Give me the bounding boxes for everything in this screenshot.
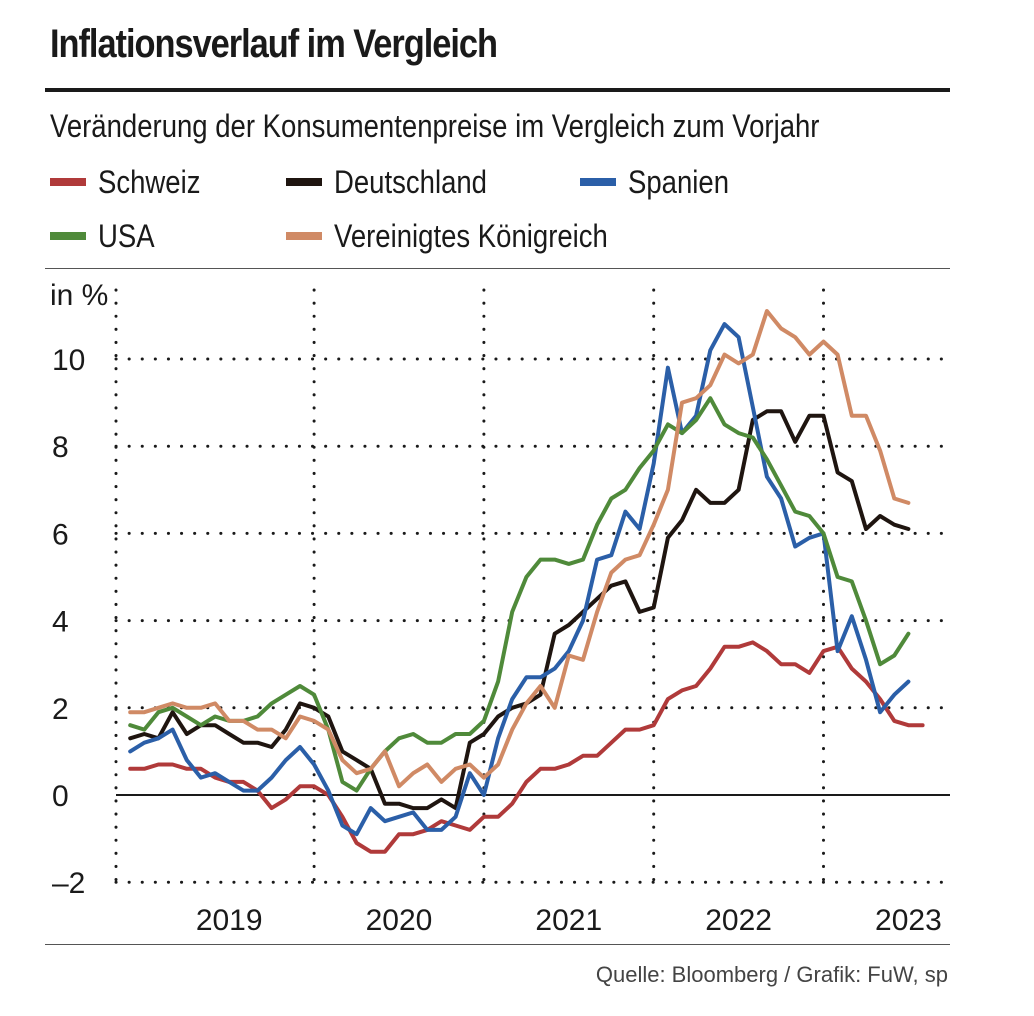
y-tick-label: 4 <box>52 606 69 639</box>
x-tick-label: 2019 <box>196 904 263 937</box>
legend-label-schweiz: Schweiz <box>98 163 201 200</box>
legend-swatch-vereinigtes-koenigreich <box>286 232 322 240</box>
x-tick-label: 2021 <box>535 904 602 937</box>
x-tick-label: 2022 <box>705 904 772 937</box>
legend-item-vereinigtes-koenigreich: Vereinigtes Königreich <box>286 216 652 256</box>
legend-swatch-deutschland <box>286 178 322 186</box>
legend-label-usa: USA <box>98 217 155 254</box>
label-layer: in % –2 0 2 4 6 8 10 2019 2020 2021 2022 2023 <box>50 279 942 937</box>
y-tick-label: 10 <box>52 344 85 377</box>
chart-title: Inflationsverlauf im Vergleich <box>50 22 498 66</box>
y-tick-label: 8 <box>52 431 69 464</box>
legend-swatch-usa <box>50 232 86 240</box>
legend-rule <box>45 268 950 269</box>
bottom-rule <box>45 944 950 945</box>
legend-label-vereinigtes-koenigreich: Vereinigtes Königreich <box>334 217 608 254</box>
chart-subtitle: Veränderung der Konsumentenpreise im Ver… <box>50 108 820 144</box>
y-tick-label: 6 <box>52 518 69 551</box>
legend-item-usa: USA <box>50 216 164 256</box>
y-tick-label: –2 <box>52 867 85 900</box>
legend-swatch-spanien <box>580 178 616 186</box>
series-line-schweiz <box>128 640 925 854</box>
legend-swatch-schweiz <box>50 178 86 186</box>
series-line-spanien <box>128 322 911 837</box>
y-axis-label: in % <box>50 279 108 312</box>
title-rule <box>45 88 950 92</box>
y-tick-label: 0 <box>52 780 69 813</box>
legend-item-deutschland: Deutschland <box>286 162 512 202</box>
y-tick-label: 2 <box>52 693 69 726</box>
legend-label-spanien: Spanien <box>628 163 729 200</box>
legend-item-spanien: Spanien <box>580 162 745 202</box>
grid-layer <box>114 288 952 886</box>
x-tick-label: 2020 <box>366 904 433 937</box>
series-layer <box>128 309 925 854</box>
series-line-deutschland <box>128 409 911 811</box>
source-note: Quelle: Bloomberg / Grafik: FuW, sp <box>595 962 948 987</box>
series-line-usa <box>128 396 911 793</box>
series-line-vereinigtes-k-nigreich <box>128 309 911 789</box>
legend-label-deutschland: Deutschland <box>334 163 487 200</box>
x-tick-label: 2023 <box>875 904 942 937</box>
legend-item-schweiz: Schweiz <box>50 162 217 202</box>
